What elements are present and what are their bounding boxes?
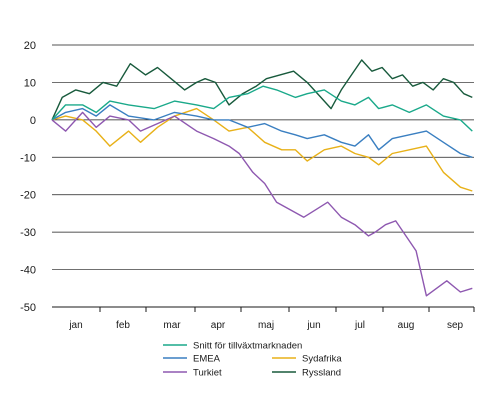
y-tick-label: 10 [24,77,36,89]
legend-label: Sydafrika [302,354,342,365]
series-line-2 [51,107,473,192]
y-tick-label: 20 [24,40,36,52]
y-axis-ticks: 20 10 0 -10 -20 -30 -40 -50 [20,40,36,314]
y-tick-label: -10 [20,152,36,164]
x-tick-label: jan [68,320,82,331]
legend-label: EMEA [193,354,221,365]
y-tick-label: -30 [20,227,36,239]
legend: Snitt för tillväxtmarknaden EMEA Sydafrika… [163,341,342,379]
legend-label: Turkiet [193,368,222,379]
series-line-1 [51,104,473,158]
series-line-3 [51,111,473,297]
x-axis: jan feb mar apr maj jun jul aug sep [52,306,475,331]
x-tick-label: jun [306,320,320,331]
grid-lines [52,44,474,308]
series-line-0 [51,85,473,132]
x-tick-label: mar [163,320,181,331]
legend-label: Snitt för tillväxtmarknaden [193,341,302,352]
x-tick-label: apr [211,320,226,331]
x-tick-label: jul [354,320,365,331]
series-lines [51,59,473,297]
y-tick-label: -40 [20,265,36,277]
x-tick-label: aug [398,320,415,331]
y-tick-label: -20 [20,190,36,202]
x-tick-label: feb [116,320,130,331]
legend-label: Ryssland [302,368,341,379]
series-line-4 [51,59,473,121]
y-tick-label: -50 [20,302,36,314]
x-tick-label: maj [258,320,274,331]
y-tick-label: 0 [30,115,36,127]
x-tick-label: sep [447,320,464,331]
